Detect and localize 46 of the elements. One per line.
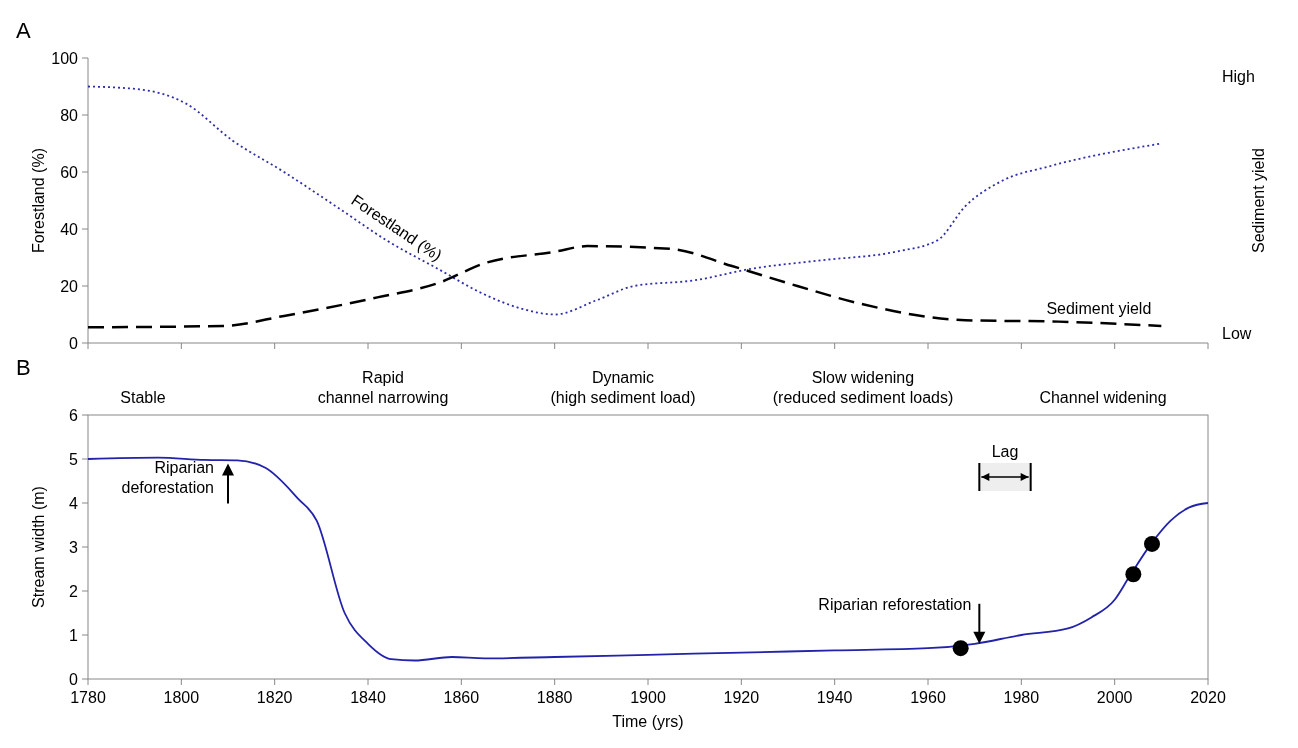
- y-tick-label: 4: [69, 495, 79, 512]
- x-tick-label: 1980: [1003, 689, 1040, 706]
- chart-title: A: [16, 18, 31, 43]
- y-tick-label: 60: [60, 164, 79, 181]
- x-tick-label: 2000: [1096, 689, 1133, 706]
- y-tick-label: 40: [60, 221, 79, 238]
- x-tick-label: 1900: [630, 689, 666, 706]
- x-tick-label: 1820: [256, 689, 293, 706]
- y-tick-label: 6: [69, 407, 79, 424]
- y-tick-label: 1: [69, 627, 79, 644]
- point: [1125, 566, 1142, 583]
- x-tick-label: 1960: [910, 689, 946, 706]
- y-axis-title: Stream width (m): [30, 486, 47, 608]
- band-label: Lag: [991, 443, 1019, 460]
- x-tick-label: 1880: [536, 689, 573, 706]
- x-tick-label: 2020: [1190, 689, 1226, 706]
- y-tick-label: 100: [51, 50, 79, 67]
- x-tick-label: 1940: [816, 689, 853, 706]
- text: Stable: [120, 389, 166, 406]
- y-tick-label: 20: [60, 278, 79, 295]
- series-label: Sediment yield: [1046, 299, 1152, 317]
- text: Dynamic (high sediment load): [550, 369, 696, 406]
- x-tick-label: 1840: [350, 689, 386, 706]
- y-tick-label: 0: [69, 335, 79, 352]
- y-tick-label: 5: [69, 451, 79, 468]
- text: Low: [1222, 325, 1252, 342]
- x-tick-label: 1920: [723, 689, 760, 706]
- x-axis-title: Time (yrs): [612, 713, 684, 730]
- point: [952, 640, 969, 657]
- y-tick-label: 80: [60, 107, 79, 124]
- text: High: [1222, 68, 1255, 85]
- x-tick-label: 1860: [443, 689, 480, 706]
- text: Rapid channel narrowing: [317, 369, 449, 406]
- text: Channel widening: [1039, 389, 1167, 406]
- x-tick-label: 1780: [70, 689, 106, 706]
- y2-axis-title: Sediment yield: [1250, 148, 1267, 253]
- text: Slow widening (reduced sediment loads): [772, 369, 954, 406]
- y-tick-label: 2: [69, 583, 79, 600]
- point: [1144, 535, 1160, 552]
- y-tick-label: 0: [69, 671, 79, 688]
- x-tick-label: 1800: [163, 689, 200, 706]
- chart-title: B: [16, 355, 31, 380]
- y-axis-title: Forestland (%): [30, 148, 47, 253]
- annotation: Riparian reforestation: [818, 595, 972, 613]
- y-tick-label: 3: [69, 539, 79, 556]
- annotation: Riparian deforestation: [121, 459, 214, 497]
